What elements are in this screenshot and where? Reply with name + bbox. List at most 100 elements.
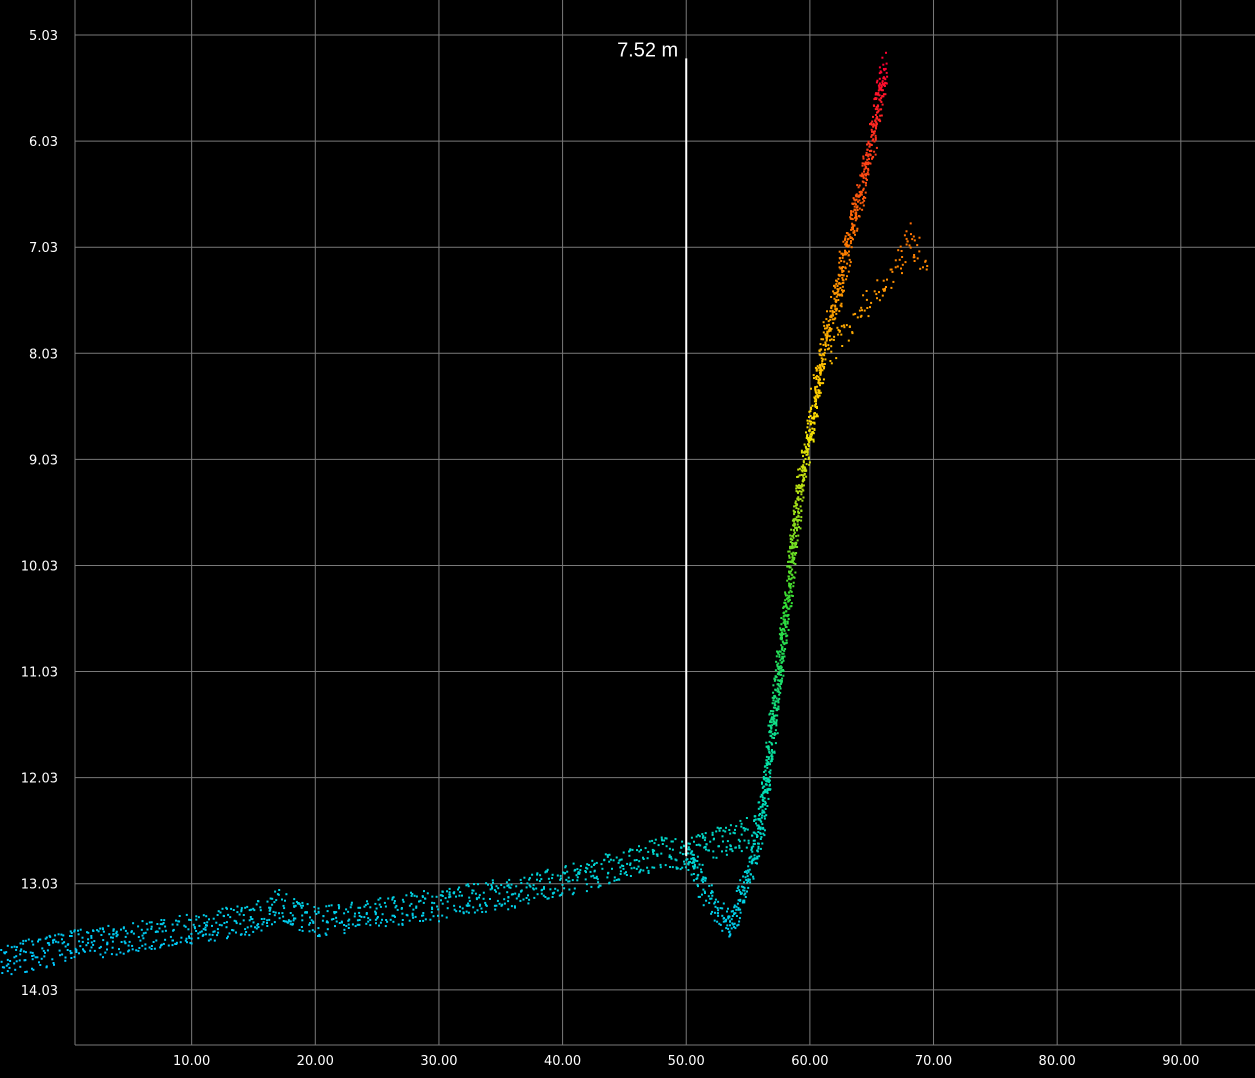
- data-point: [695, 844, 698, 846]
- data-point: [788, 582, 791, 585]
- data-point: [873, 290, 876, 293]
- data-point: [803, 472, 806, 475]
- data-point: [99, 927, 102, 930]
- data-point: [90, 941, 93, 944]
- data-point: [699, 844, 702, 847]
- data-point: [770, 755, 773, 757]
- data-point: [642, 856, 644, 859]
- data-point: [866, 148, 869, 151]
- data-point: [843, 260, 846, 263]
- data-point: [137, 936, 140, 938]
- data-point: [236, 905, 239, 908]
- data-point: [64, 945, 67, 948]
- data-point: [775, 719, 778, 722]
- data-point: [783, 614, 786, 617]
- data-point: [184, 925, 187, 928]
- data-point: [818, 390, 821, 393]
- data-point: [833, 318, 836, 321]
- data-point: [721, 907, 724, 910]
- data-point: [846, 275, 848, 278]
- data-point: [482, 891, 485, 894]
- data-point: [766, 805, 769, 807]
- data-point: [769, 783, 771, 786]
- data-point: [832, 322, 835, 325]
- data-point: [629, 862, 632, 865]
- data-point: [671, 848, 674, 851]
- data-point: [736, 887, 739, 890]
- data-point: [705, 848, 707, 851]
- data-point: [852, 313, 855, 316]
- data-point: [858, 207, 861, 210]
- data-point: [866, 178, 868, 181]
- data-point: [13, 956, 16, 959]
- data-point: [734, 927, 737, 930]
- data-point: [760, 816, 763, 819]
- data-point: [514, 906, 516, 909]
- data-point: [875, 106, 878, 109]
- data-point: [559, 877, 562, 880]
- data-point: [847, 234, 850, 236]
- data-point: [830, 305, 833, 308]
- data-point: [858, 309, 861, 312]
- data-point: [158, 927, 161, 930]
- data-point: [93, 940, 96, 943]
- data-point: [268, 918, 271, 921]
- data-point: [578, 871, 581, 874]
- data-point: [774, 721, 777, 724]
- data-point: [698, 863, 701, 866]
- data-point: [169, 935, 172, 938]
- data-point: [703, 890, 706, 893]
- data-point: [730, 848, 733, 851]
- data-point: [757, 818, 760, 821]
- data-point: [731, 915, 734, 917]
- data-point: [787, 575, 790, 578]
- data-point: [883, 85, 886, 87]
- data-point: [791, 560, 794, 563]
- data-point: [878, 77, 881, 80]
- data-point: [547, 897, 550, 900]
- data-point: [629, 875, 632, 877]
- data-point: [770, 743, 773, 746]
- data-point: [392, 920, 395, 923]
- data-point: [826, 334, 829, 337]
- data-point: [830, 296, 833, 298]
- data-point: [622, 851, 625, 854]
- data-point: [376, 917, 379, 920]
- data-point: [773, 702, 776, 705]
- data-point: [24, 971, 27, 973]
- data-point: [745, 817, 748, 819]
- data-point: [529, 885, 532, 888]
- data-point: [767, 724, 770, 727]
- data-point: [437, 908, 440, 911]
- data-point: [882, 288, 885, 291]
- data-point: [847, 270, 850, 273]
- data-point: [366, 902, 369, 905]
- data-point: [692, 873, 695, 875]
- data-point: [866, 307, 869, 309]
- data-point: [842, 240, 845, 243]
- data-point: [855, 203, 857, 206]
- data-point: [48, 934, 51, 937]
- data-point: [478, 894, 481, 897]
- data-point: [140, 928, 143, 931]
- data-point: [6, 970, 9, 973]
- data-point: [712, 838, 715, 841]
- data-point: [794, 502, 797, 504]
- data-point: [803, 479, 806, 481]
- data-point: [506, 891, 509, 894]
- data-point: [850, 240, 852, 243]
- data-point: [257, 926, 260, 929]
- data-point: [172, 939, 174, 942]
- data-point: [299, 904, 302, 907]
- data-point: [359, 906, 362, 909]
- data-point: [57, 933, 60, 936]
- data-point: [802, 465, 805, 468]
- data-point: [788, 607, 791, 610]
- data-point: [31, 951, 34, 954]
- data-point: [436, 905, 439, 908]
- data-point: [116, 933, 119, 936]
- data-point: [821, 365, 824, 368]
- data-point: [743, 899, 746, 902]
- data-point: [374, 910, 377, 913]
- data-point: [702, 881, 704, 884]
